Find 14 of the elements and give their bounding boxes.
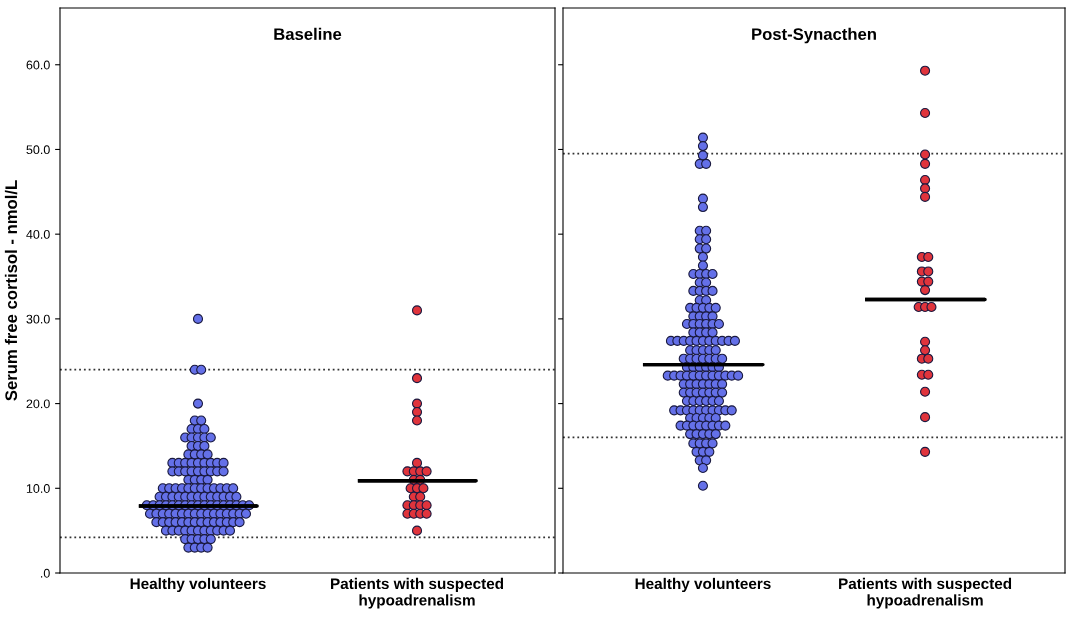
y-tick-label: 30.0 [26,314,50,324]
text: Baseline [274,27,342,41]
y-tick-label: .0 [40,568,50,578]
y-tick-label: 40.0 [26,229,50,239]
y-tick-label: 20.0 [26,399,50,409]
text: Post-Synacthen [752,27,876,44]
y-tick-label: 10.0 [26,484,50,493]
y-tick-label: 50.0 [26,145,50,155]
x-tick-label: Healthy volunteers [635,577,771,593]
y-tick-label: 60.0 [26,60,50,70]
x-tick-label: Patients with suspected hypoadrenalism [839,577,1012,609]
x-tick-label: Healthy volunteers [130,577,266,593]
x-tick-label: Patients with suspected hypoadrenalism [331,577,504,609]
y-axis-title: Serum free cortisol - nmol/L [4,180,18,401]
